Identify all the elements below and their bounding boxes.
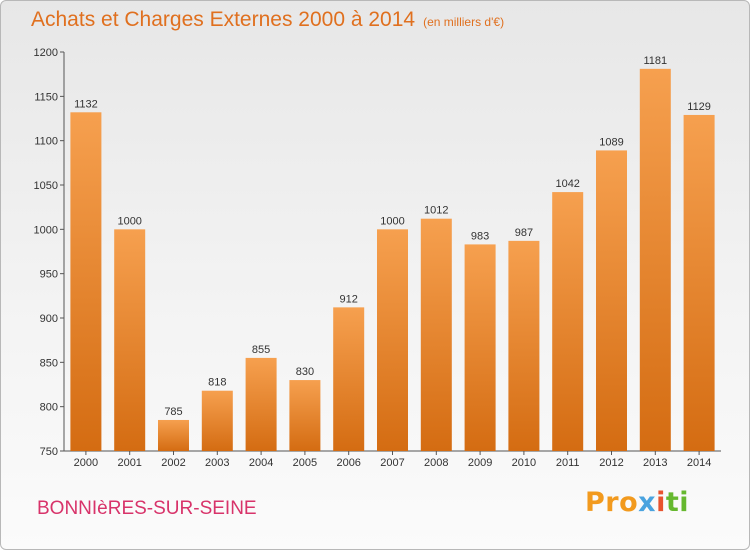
bar <box>245 357 277 451</box>
chart-title-text: Achats et Charges Externes 2000 à 2014 <box>31 8 416 31</box>
bar <box>114 229 146 451</box>
x-tick-label: 2004 <box>249 457 273 469</box>
chart-labels: 1132 2000 1000 2001 785 2002 818 2003 855 2004 830… <box>74 55 712 469</box>
data-label: 1000 <box>380 215 404 227</box>
x-tick-label: 2012 <box>599 457 623 469</box>
x-tick-label: 2010 <box>512 457 536 469</box>
data-label: 1181 <box>643 55 667 67</box>
bar <box>508 240 540 451</box>
chart-bars <box>70 68 715 452</box>
x-tick-label: 2007 <box>380 457 404 469</box>
data-label: 1129 <box>687 101 711 113</box>
y-tick-label: 900 <box>40 313 58 325</box>
x-tick-label: 2014 <box>687 457 711 469</box>
bar <box>464 244 496 451</box>
data-label: 983 <box>471 230 489 242</box>
data-label: 987 <box>515 227 533 239</box>
logo-part-2: x <box>638 487 657 518</box>
bar <box>420 218 452 451</box>
data-label: 1132 <box>74 98 98 110</box>
y-tick-label: 950 <box>40 269 58 281</box>
data-label: 1089 <box>599 136 623 148</box>
y-tick-label: 800 <box>40 402 58 414</box>
logo-part-3: i <box>656 487 666 518</box>
proxiti-logo: Proxiti <box>585 487 689 518</box>
y-tick-label: 1050 <box>34 180 58 192</box>
y-tick-label: 1200 <box>34 47 58 59</box>
data-label: 1000 <box>117 215 141 227</box>
bar <box>552 192 584 452</box>
x-tick-label: 2009 <box>468 457 492 469</box>
logo-part-1: Pro <box>585 487 639 518</box>
y-tick-label: 850 <box>40 357 58 369</box>
x-tick-label: 2006 <box>336 457 360 469</box>
y-tick-label: 1150 <box>34 91 58 103</box>
y-tick-label: 1100 <box>34 136 58 148</box>
data-label: 1012 <box>424 205 448 217</box>
bar <box>158 419 189 451</box>
bar <box>639 68 671 451</box>
y-tick-label: 750 <box>40 446 58 458</box>
data-label: 855 <box>252 344 270 356</box>
x-tick-label: 2000 <box>74 457 98 469</box>
logo-part-4: ti <box>665 487 690 518</box>
data-label: 830 <box>296 366 314 378</box>
x-tick-label: 2013 <box>643 457 667 469</box>
bar <box>333 307 365 451</box>
chart-title: Achats et Charges Externes 2000 à 2014 (e… <box>31 8 504 32</box>
data-label: 1042 <box>555 178 579 190</box>
x-tick-label: 2008 <box>424 457 448 469</box>
bar <box>289 380 321 451</box>
x-tick-label: 2011 <box>556 457 580 469</box>
x-tick-label: 2002 <box>161 457 185 469</box>
data-label: 912 <box>340 293 358 305</box>
bar <box>70 112 102 451</box>
data-label: 818 <box>208 377 226 389</box>
commune-name: BONNIèRES-SUR-SEINE <box>37 498 257 519</box>
x-tick-label: 2003 <box>205 457 229 469</box>
data-label: 785 <box>164 406 182 418</box>
bar <box>596 150 627 452</box>
bar <box>201 390 233 451</box>
x-tick-label: 2001 <box>117 457 141 469</box>
x-tick-label: 2005 <box>293 457 317 469</box>
bar <box>377 229 408 451</box>
chart-subtitle: (en milliers d'€) <box>423 15 505 29</box>
y-tick-label: 1000 <box>34 224 58 236</box>
bar <box>683 114 715 451</box>
